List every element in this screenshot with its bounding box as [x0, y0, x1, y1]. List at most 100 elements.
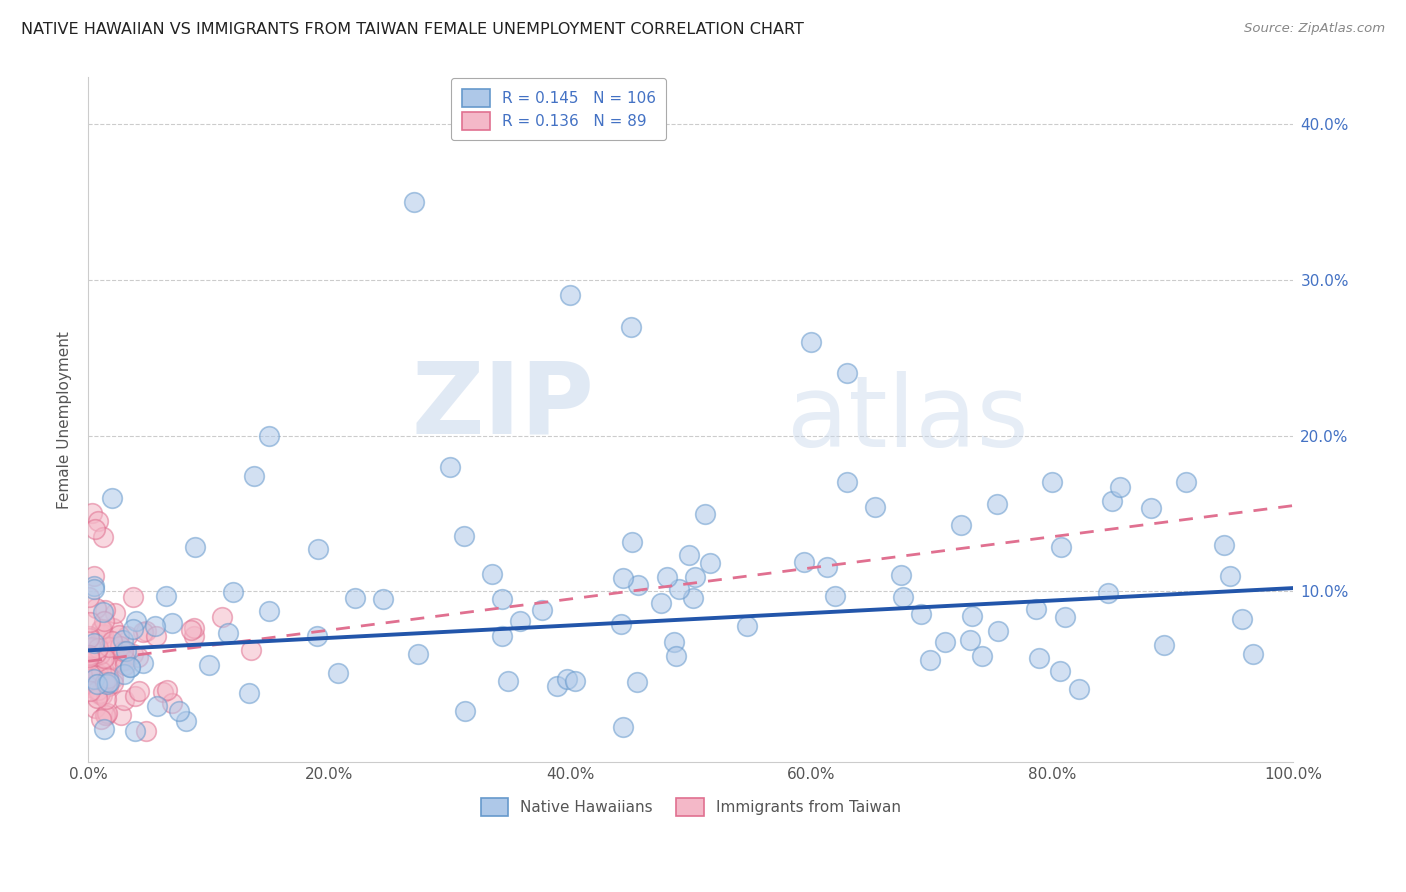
Point — [112, 644, 135, 658]
Point — [89, 687, 111, 701]
Point — [79, 683, 101, 698]
Point — [91, 530, 114, 544]
Point — [972, 649, 994, 664]
Point — [115, 644, 138, 658]
Point — [79, 666, 101, 681]
Point — [509, 614, 531, 628]
Point — [108, 640, 131, 654]
Point — [97, 671, 120, 685]
Point — [91, 688, 114, 702]
Point — [125, 614, 148, 628]
Point — [101, 675, 124, 690]
Point — [90, 664, 112, 678]
Point — [180, 623, 202, 637]
Point — [86, 637, 108, 651]
Point — [110, 708, 132, 723]
Point — [627, 578, 650, 592]
Point — [891, 590, 914, 604]
Point — [987, 624, 1010, 638]
Point — [815, 559, 838, 574]
Point — [83, 578, 105, 592]
Point — [1241, 647, 1264, 661]
Point — [93, 722, 115, 736]
Point — [112, 666, 135, 681]
Point — [793, 555, 815, 569]
Point — [1232, 612, 1254, 626]
Point — [626, 675, 648, 690]
Point — [934, 634, 956, 648]
Point — [143, 619, 166, 633]
Point — [682, 591, 704, 606]
Point — [110, 650, 132, 665]
Point — [79, 631, 101, 645]
Point — [491, 591, 513, 606]
Point — [560, 288, 582, 302]
Point — [79, 590, 101, 604]
Point — [152, 685, 174, 699]
Point — [496, 674, 519, 689]
Point — [557, 672, 579, 686]
Point — [94, 708, 117, 723]
Point — [610, 616, 633, 631]
Point — [221, 584, 243, 599]
Point — [108, 628, 131, 642]
Point — [90, 623, 112, 637]
Point — [453, 529, 475, 543]
Point — [217, 625, 239, 640]
Point — [79, 629, 101, 643]
Point — [89, 712, 111, 726]
Point — [101, 491, 124, 505]
Point — [87, 683, 110, 698]
Point — [90, 628, 112, 642]
Point — [1028, 651, 1050, 665]
Point — [79, 649, 101, 664]
Point — [693, 508, 716, 522]
Point — [1108, 480, 1130, 494]
Point — [257, 428, 280, 442]
Point — [79, 680, 101, 694]
Point — [402, 194, 425, 209]
Point — [96, 708, 118, 723]
Point — [79, 660, 101, 674]
Point — [800, 335, 823, 350]
Point — [439, 459, 461, 474]
Point — [612, 571, 634, 585]
Point — [100, 657, 122, 672]
Point — [174, 714, 197, 729]
Point — [104, 607, 127, 621]
Point — [699, 556, 721, 570]
Point — [621, 535, 644, 549]
Point — [84, 601, 107, 615]
Point — [84, 701, 107, 715]
Point — [735, 619, 758, 633]
Point — [128, 684, 150, 698]
Point — [83, 568, 105, 582]
Point — [837, 366, 859, 380]
Point — [837, 475, 859, 490]
Point — [1097, 586, 1119, 600]
Point — [307, 541, 329, 556]
Text: atlas: atlas — [787, 371, 1029, 468]
Point — [156, 682, 179, 697]
Point — [121, 647, 143, 661]
Point — [986, 497, 1008, 511]
Point — [103, 671, 125, 685]
Point — [79, 615, 101, 630]
Point — [1053, 610, 1076, 624]
Point — [79, 651, 101, 665]
Point — [678, 548, 700, 562]
Point — [1175, 475, 1198, 490]
Point — [93, 677, 115, 691]
Point — [491, 629, 513, 643]
Point — [863, 500, 886, 515]
Point — [650, 596, 672, 610]
Point — [371, 592, 394, 607]
Point — [1212, 539, 1234, 553]
Point — [121, 622, 143, 636]
Point — [612, 720, 634, 734]
Point — [257, 604, 280, 618]
Point — [655, 570, 678, 584]
Point — [145, 699, 167, 714]
Point — [98, 640, 121, 655]
Point — [104, 639, 127, 653]
